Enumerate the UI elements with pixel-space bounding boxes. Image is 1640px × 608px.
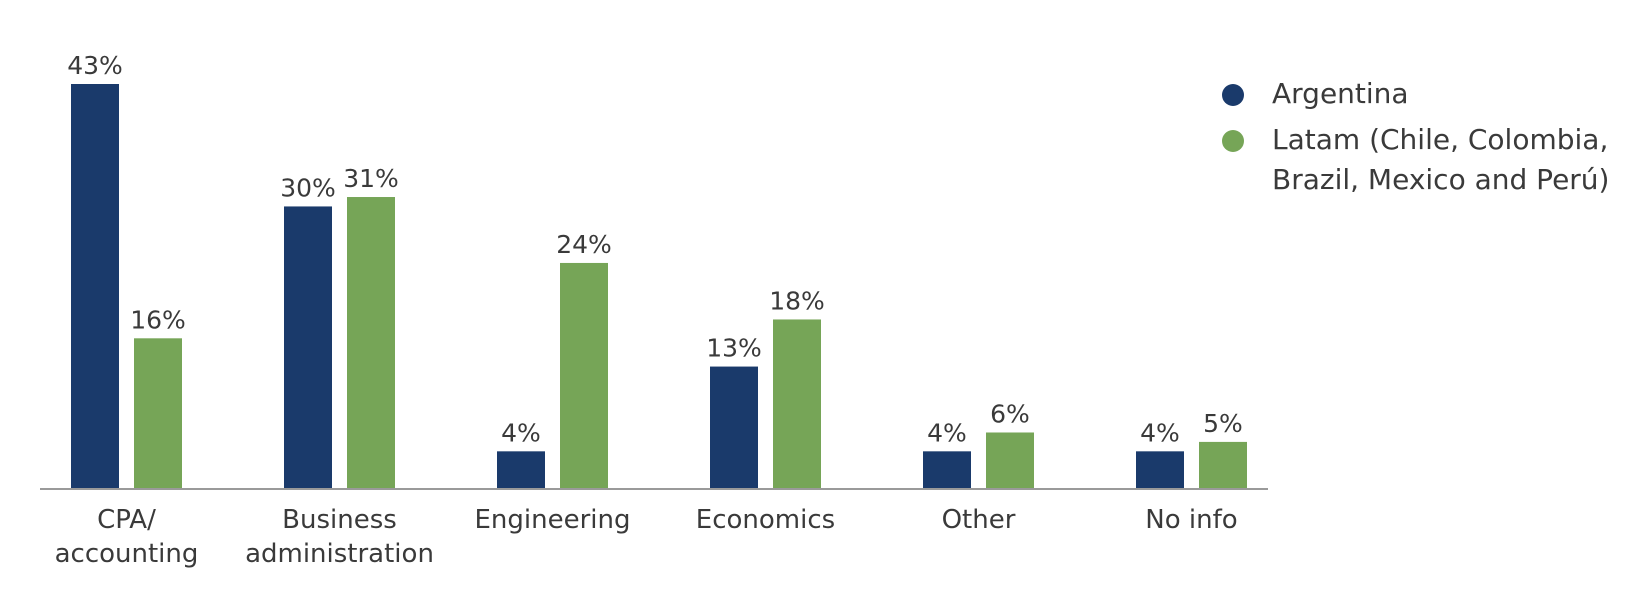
legend-swatch-latam [1222, 130, 1244, 152]
legend-swatch-argentina [1222, 84, 1244, 106]
bar-argentina-business-administration [284, 206, 332, 489]
bar-argentina-other [923, 451, 971, 489]
data-label-argentina-engineering: 4% [501, 418, 541, 447]
data-label-argentina-other: 4% [927, 418, 967, 447]
bar-latam-business-administration [347, 197, 395, 489]
data-label-argentina-no-info: 4% [1140, 418, 1180, 447]
category-label-business-administration: Business administration [245, 505, 434, 569]
bar-latam-no-info [1199, 441, 1247, 489]
legend-label-latam: Latam (Chile, Colombia, Brazil, Mexico a… [1272, 123, 1610, 196]
bar-latam-cpa-accounting [134, 338, 182, 489]
data-label-argentina-cpa-accounting: 43% [67, 51, 123, 80]
legend-item-latam: Latam (Chile, Colombia, Brazil, Mexico a… [1222, 120, 1640, 200]
bar-argentina-economics [710, 366, 758, 489]
category-label-other: Other [942, 505, 1016, 535]
legend-item-argentina: Argentina [1222, 74, 1640, 114]
legend: Argentina Latam (Chile, Colombia, Brazil… [1222, 74, 1640, 206]
data-label-latam-engineering: 24% [556, 230, 612, 259]
bar-latam-economics [773, 319, 821, 489]
category-label-cpa-accounting: CPA/accounting [55, 505, 199, 569]
bar-argentina-engineering [497, 451, 545, 489]
bar-argentina-cpa-accounting [71, 84, 119, 489]
bar-latam-engineering [560, 262, 608, 489]
data-label-latam-cpa-accounting: 16% [130, 305, 186, 334]
category-label-engineering: Engineering [475, 505, 631, 535]
bar-latam-other [986, 432, 1034, 489]
bar-argentina-no-info [1136, 451, 1184, 489]
category-label-no-info: No info [1145, 505, 1237, 535]
data-label-latam-economics: 18% [769, 286, 825, 315]
data-label-argentina-economics: 13% [706, 334, 762, 363]
data-label-latam-other: 6% [990, 399, 1030, 428]
data-label-latam-business-administration: 31% [343, 164, 399, 193]
legend-label-argentina: Argentina [1272, 77, 1409, 110]
data-label-latam-no-info: 5% [1203, 409, 1243, 438]
data-label-argentina-business-administration: 30% [280, 173, 336, 202]
category-label-economics: Economics [696, 505, 835, 535]
